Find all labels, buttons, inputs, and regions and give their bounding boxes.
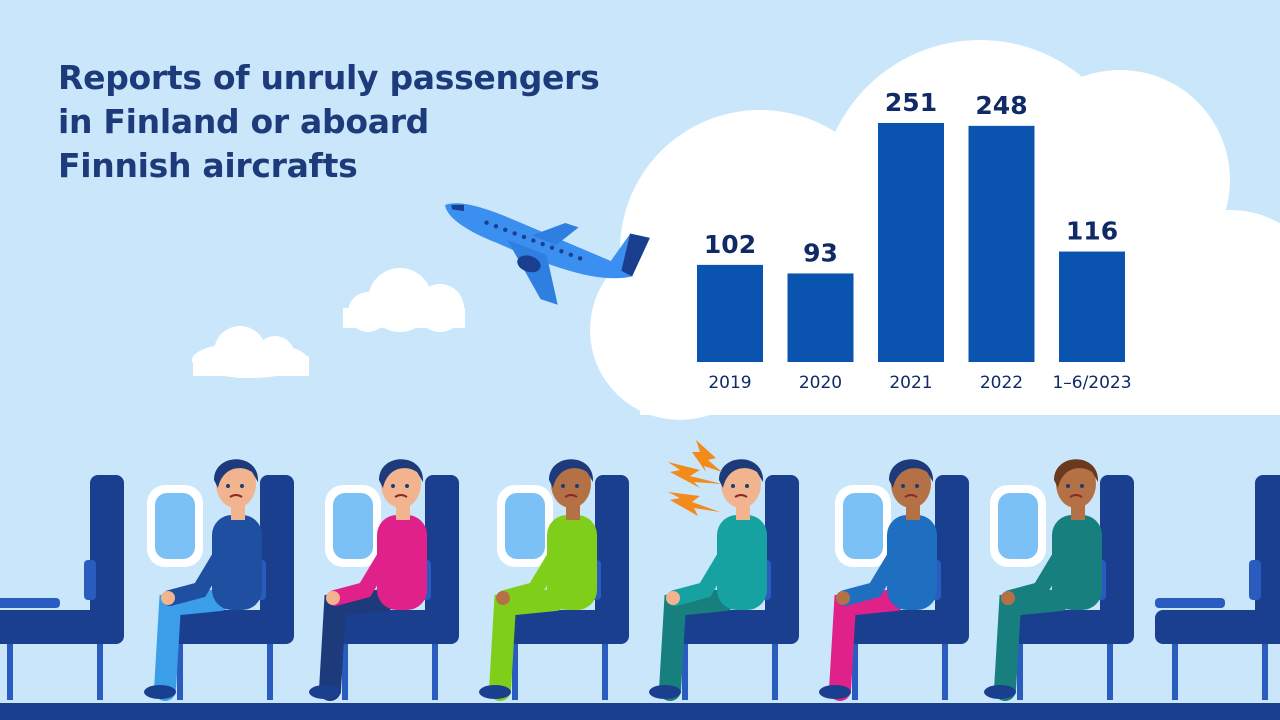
small-cloud-left [192,326,309,378]
bar-2022 [968,125,1035,363]
title-line-3: Finnish aircrafts [58,146,358,185]
airplane-icon [445,203,650,305]
bar-2021 [878,123,944,362]
bar-1–6/2023 [1059,251,1125,362]
x-tick-label: 2021 [889,373,932,393]
bar-chart: 102 2019 93 2020 251 2021 248 2022 116 1–6/2023 [697,88,1132,393]
data-label: 248 [975,91,1027,120]
seat [0,475,124,700]
window [325,485,381,567]
window [147,485,203,567]
passenger [144,459,262,701]
passenger [984,459,1102,701]
window [990,485,1046,567]
small-cloud-middle [343,268,465,332]
title-line-1: Reports of unruly passengers [58,58,600,97]
data-label: 102 [704,230,756,259]
x-tick-label: 2019 [708,373,751,393]
bar-2019 [697,264,763,362]
passenger [479,459,597,701]
annoyance-bolt-icon [668,440,722,516]
data-label: 93 [803,238,838,267]
passenger [309,459,427,701]
title-line-2: in Finland or aboard [58,102,429,141]
cabin-floor [0,703,1280,720]
seat [1155,475,1280,700]
cabin-seats [0,459,1280,701]
window [835,485,891,567]
x-tick-label: 2022 [980,373,1023,393]
passenger [819,459,937,701]
chart-title: Reports of unruly passengers in Finland … [58,56,698,188]
data-label: 116 [1066,217,1118,246]
x-tick-label: 2020 [799,373,842,393]
window [497,485,553,567]
data-label: 251 [885,88,937,117]
bar-2020 [787,273,854,362]
passenger [649,459,767,701]
cabin-windows [147,485,1046,567]
x-tick-label: 1–6/2023 [1052,373,1131,393]
